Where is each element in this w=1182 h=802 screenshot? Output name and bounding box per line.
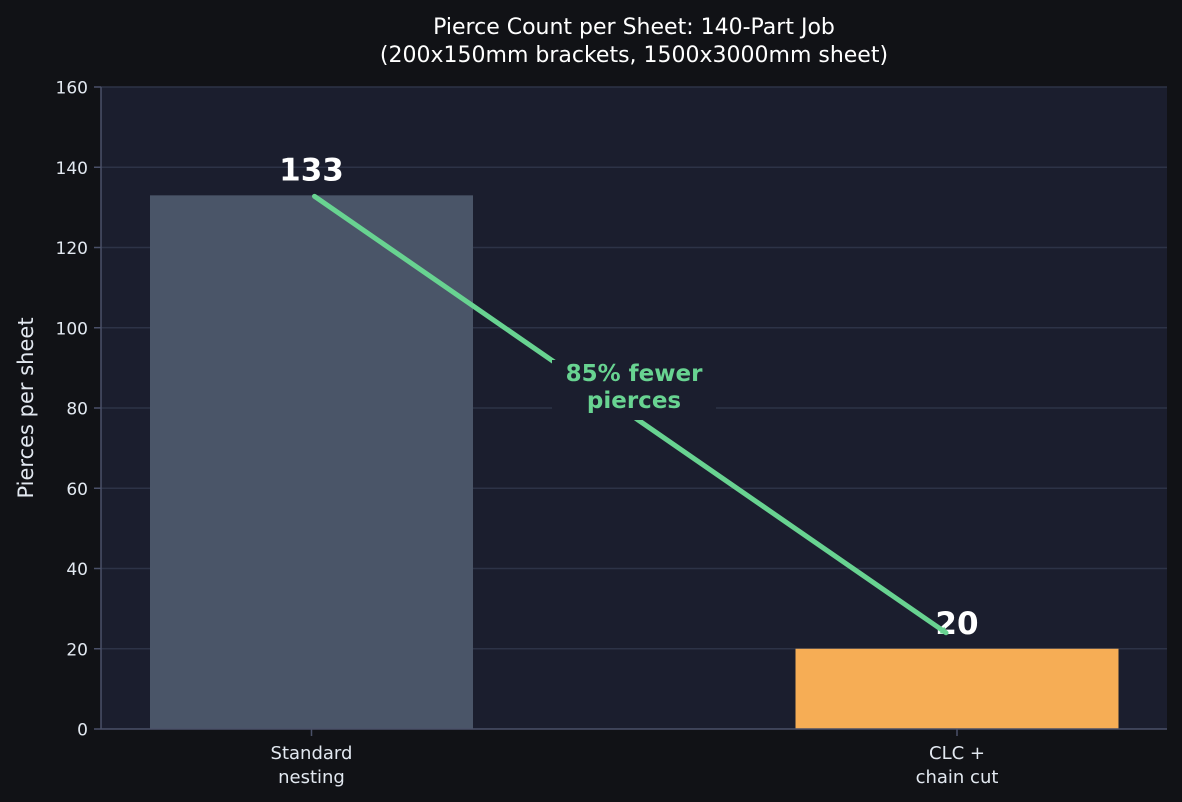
y-tick-label: 160: [56, 79, 88, 99]
chart-subtitle: (200x150mm brackets, 1500x3000mm sheet): [380, 43, 888, 68]
bars: [150, 195, 1119, 729]
x-tick-label: CLC + chain cut: [916, 743, 999, 788]
y-tick-label: 100: [56, 319, 88, 339]
y-tick-label: 80: [66, 400, 88, 420]
annotation-text: 85% fewer pierces: [566, 361, 704, 414]
y-tick-label: 20: [66, 640, 88, 660]
y-tick-label: 60: [66, 480, 88, 500]
y-tick-label: 0: [77, 721, 88, 741]
annotation-background: [552, 360, 716, 420]
y-tick-label: 120: [56, 239, 88, 259]
chart-title: Pierce Count per Sheet: 140-Part Job: [433, 15, 835, 40]
y-tick-label: 140: [56, 159, 88, 179]
data-label: 133: [279, 152, 344, 188]
y-axis-label: Pierces per sheet: [14, 317, 38, 498]
bar: [795, 648, 1119, 729]
x-tick-label: Standard nesting: [271, 743, 353, 788]
ticks: 0 20 40 60 80 100 120 140 160 Standard nesting CLC …: [56, 79, 999, 789]
bar: [150, 195, 473, 729]
annotation: 85% fewer pierces: [312, 193, 949, 636]
y-tick-label: 40: [66, 560, 88, 580]
data-labels: 133 20: [279, 152, 978, 641]
data-label: 20: [935, 606, 978, 642]
